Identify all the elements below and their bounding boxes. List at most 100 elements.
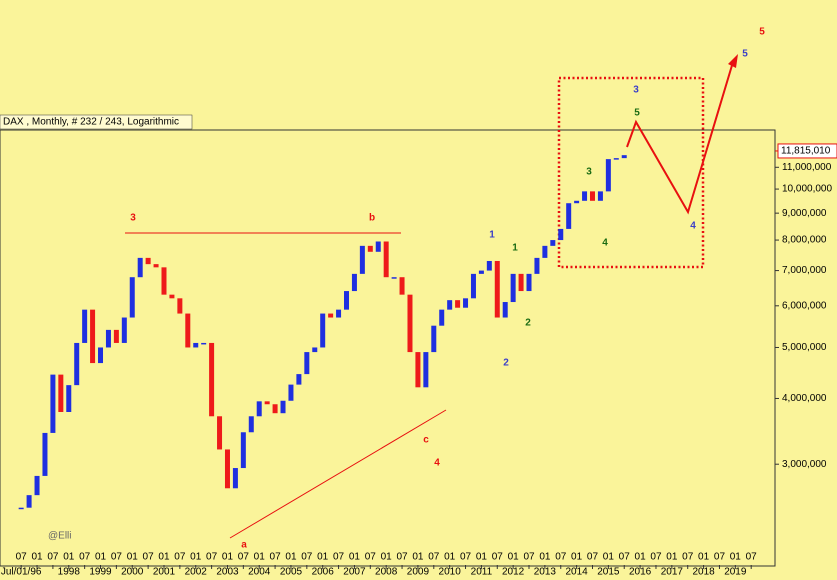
price-bar	[383, 241, 389, 278]
wave-label: 5	[742, 49, 748, 60]
x-tick-label: 07	[682, 552, 694, 563]
price-bar	[494, 260, 500, 318]
x-tick-label: 01	[508, 552, 520, 563]
price-bar	[447, 300, 453, 310]
wave-label: 3	[633, 85, 639, 96]
price-bar	[526, 273, 532, 292]
x-tick-label: 07	[619, 552, 631, 563]
x-year-label: 2012	[502, 567, 525, 578]
x-tick-label: 01	[95, 552, 107, 563]
price-bar	[193, 342, 199, 348]
price-bar	[296, 374, 302, 385]
x-tick-label: 01	[571, 552, 583, 563]
price-bar	[455, 300, 461, 308]
x-year-label: 2004	[248, 567, 271, 578]
x-year-label: 2013	[534, 567, 557, 578]
price-bar	[566, 203, 572, 229]
price-bar	[145, 257, 151, 265]
wave-label: 3	[586, 167, 592, 178]
price-bar	[288, 384, 294, 401]
x-tick-label: 01	[190, 552, 202, 563]
x-tick-label: 07	[79, 552, 91, 563]
price-bar	[248, 416, 254, 433]
price-bar	[550, 240, 556, 246]
wave-label: 3	[130, 213, 136, 224]
price-bar	[137, 257, 143, 278]
price-bar	[613, 158, 619, 160]
x-tick-label: 07	[270, 552, 282, 563]
y-tick-label: 5,000,000	[782, 342, 827, 353]
wave-label: a	[241, 540, 247, 551]
x-tick-label: 07	[714, 552, 726, 563]
x-year-label: 2001	[153, 567, 176, 578]
price-bar	[407, 294, 413, 353]
x-tick-label: 01	[158, 552, 170, 563]
price-bar	[542, 245, 548, 258]
y-tick-label: 3,000,000	[782, 459, 827, 470]
price-bar	[328, 313, 334, 318]
x-year-label: 2003	[216, 567, 239, 578]
price-bar	[344, 291, 350, 310]
price-bar	[367, 245, 373, 252]
price-bar	[153, 264, 159, 268]
x-year-label: 2017	[661, 567, 684, 578]
watermark: @Elli	[48, 531, 72, 542]
price-bar	[224, 449, 230, 489]
x-tick-label: 07	[555, 552, 567, 563]
price-bar	[34, 475, 40, 496]
wave-label: 2	[503, 358, 509, 369]
x-tick-label: 01	[317, 552, 329, 563]
price-bar	[518, 273, 524, 292]
x-year-label: 2007	[343, 567, 366, 578]
y-tick-label: 8,000,000	[782, 235, 827, 246]
price-bar	[320, 313, 326, 348]
price-bar	[359, 245, 365, 274]
price-bar	[415, 352, 421, 388]
wave-label: 4	[602, 238, 608, 249]
price-bar	[232, 468, 238, 489]
price-bar	[486, 260, 492, 271]
x-tick-label: 07	[492, 552, 504, 563]
price-bar	[280, 400, 286, 414]
price-bar	[66, 385, 72, 412]
price-bar	[510, 273, 516, 303]
y-tick-label: 4,000,000	[782, 393, 827, 404]
wave-label: 2	[525, 318, 531, 329]
x-tick-label: 01	[603, 552, 615, 563]
x-tick-label: 07	[16, 552, 28, 563]
price-bar	[90, 309, 96, 364]
price-bar	[113, 329, 119, 343]
price-bar	[431, 325, 437, 353]
x-tick-label: 07	[174, 552, 186, 563]
x-tick-label: 01	[698, 552, 710, 563]
price-bar	[304, 352, 310, 375]
price-bar	[463, 298, 469, 308]
y-tick-label: 10,000,000	[782, 184, 832, 195]
price-bar	[605, 159, 611, 192]
x-tick-label: 07	[47, 552, 59, 563]
x-year-label: 2006	[312, 567, 335, 578]
x-year-label: 2011	[471, 567, 493, 578]
price-bar	[589, 191, 595, 201]
x-tick-label: 01	[381, 552, 393, 563]
price-bar	[470, 273, 476, 299]
price-bar	[621, 155, 627, 159]
x-tick-label: 07	[650, 552, 662, 563]
y-tick-label: 6,000,000	[782, 300, 827, 311]
price-bar	[169, 294, 175, 299]
x-tick-label: 07	[143, 552, 155, 563]
forecast-path	[626, 61, 734, 215]
plot-area	[0, 129, 776, 567]
x-tick-label: 01	[635, 552, 647, 563]
x-year-label: 1998	[58, 567, 81, 578]
price-bar	[439, 309, 445, 326]
x-year-label: 2000	[121, 567, 144, 578]
x-year-label: 2002	[185, 567, 208, 578]
wave-label: 4	[690, 221, 696, 232]
x-tick-label: 01	[444, 552, 456, 563]
price-bar	[264, 401, 270, 405]
wave-label: 1	[512, 243, 518, 254]
x-year-label: 2008	[375, 567, 398, 578]
price-bar	[105, 329, 111, 348]
